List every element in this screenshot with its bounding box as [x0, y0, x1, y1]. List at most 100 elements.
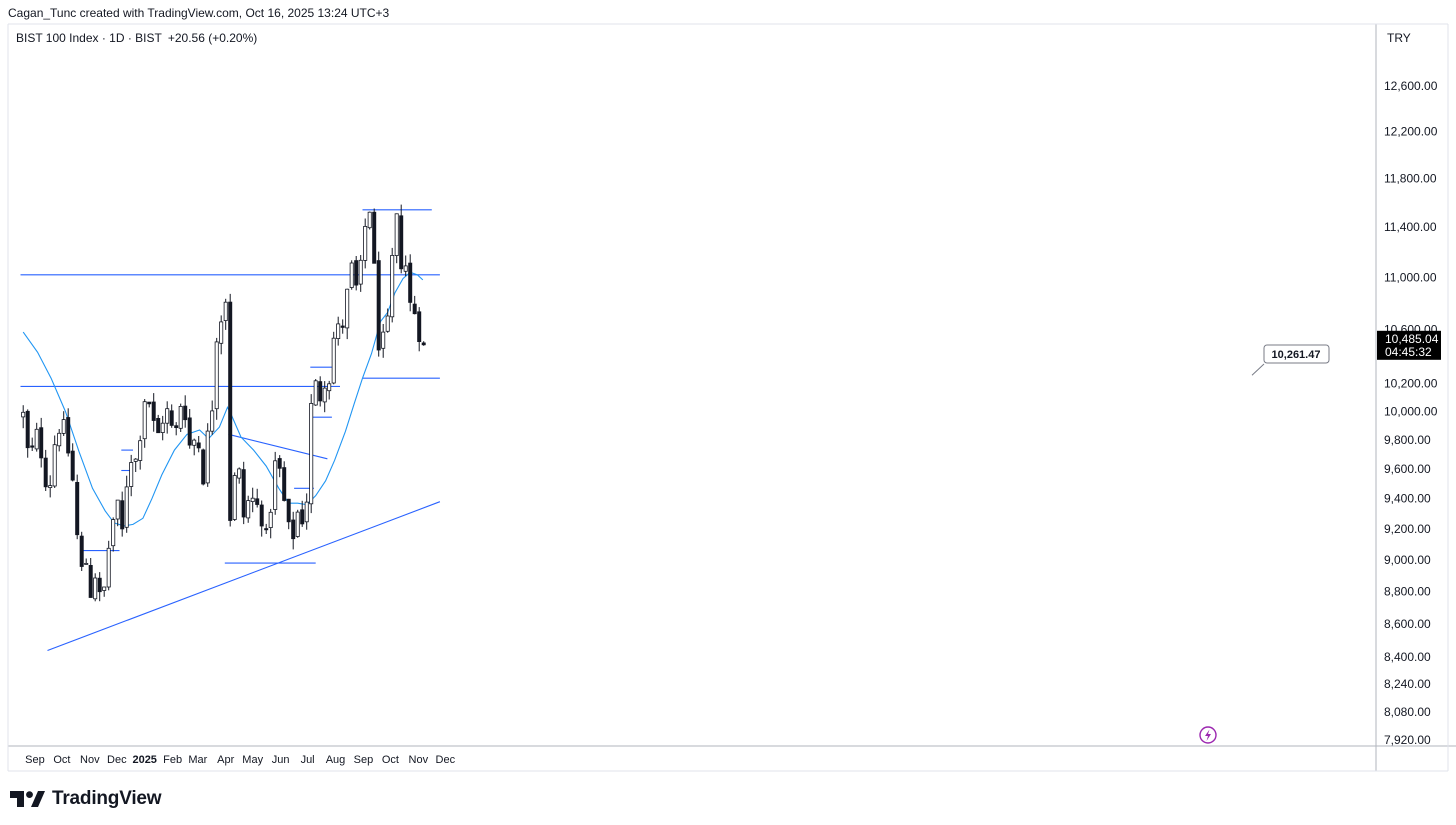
candle-body — [138, 440, 143, 461]
y-tick-label: 8,800.00 — [1384, 585, 1431, 599]
candle — [286, 498, 291, 530]
candle — [246, 495, 251, 523]
lightning-icon[interactable] — [1199, 726, 1217, 744]
candle — [219, 315, 224, 355]
candle-body — [237, 468, 242, 479]
y-tick-label: 8,600.00 — [1384, 617, 1431, 631]
candle — [88, 558, 93, 598]
candle-body — [273, 460, 278, 510]
candle — [174, 422, 179, 436]
candle — [277, 455, 282, 478]
candle-body — [133, 458, 138, 462]
candle — [408, 254, 413, 312]
candle — [30, 437, 35, 451]
y-tick-label: 8,400.00 — [1384, 650, 1431, 664]
y-tick-label: 10,000.00 — [1384, 405, 1438, 419]
candle — [57, 429, 62, 452]
countdown-timer: 04:45:32 — [1385, 345, 1432, 359]
candle-body — [313, 380, 318, 406]
candle-body — [336, 323, 341, 339]
drawing-layer — [20, 209, 441, 652]
candle — [250, 487, 255, 513]
candle — [390, 247, 395, 323]
candle — [403, 255, 408, 277]
candle — [417, 307, 422, 352]
y-tick-label: 11,800.00 — [1384, 171, 1437, 185]
candle-body — [48, 485, 53, 489]
tradingview-mark-icon — [10, 791, 45, 807]
candle — [228, 293, 233, 527]
candle-body — [115, 499, 120, 520]
candle — [237, 467, 242, 484]
candle — [367, 211, 372, 230]
candle-body — [210, 410, 215, 432]
price-axis: 12,600.00 12,200.00 11,800.00 11,400.00 11,0… — [1384, 79, 1438, 747]
candle — [142, 399, 147, 448]
candle-body — [264, 528, 269, 531]
candle — [43, 449, 48, 491]
candle-body — [376, 260, 381, 351]
candle — [354, 256, 359, 291]
candle — [93, 573, 98, 602]
candle — [183, 395, 188, 428]
candle-body — [372, 211, 377, 264]
candle-body — [412, 303, 417, 315]
x-tick-label: Mar — [188, 754, 207, 766]
candle-body — [79, 535, 84, 567]
y-tick-label: 12,600.00 — [1384, 79, 1438, 93]
candle-body — [147, 401, 152, 405]
y-tick-label: 9,400.00 — [1384, 492, 1431, 506]
candle — [259, 500, 264, 537]
candle-body — [246, 500, 251, 519]
candle-body — [75, 481, 80, 536]
candle — [241, 461, 246, 525]
candle-body — [106, 547, 111, 588]
candle — [52, 435, 57, 488]
y-tick-label: 9,600.00 — [1384, 462, 1431, 476]
candle-body — [309, 402, 314, 505]
tradingview-logo[interactable]: TradingView — [10, 787, 162, 811]
candle-body — [421, 342, 426, 346]
candle-body — [228, 301, 233, 521]
currency-label[interactable]: TRY — [1387, 31, 1411, 45]
candle — [165, 401, 170, 434]
candle-body — [318, 381, 323, 402]
rising-trendline[interactable] — [47, 501, 441, 652]
candle — [273, 451, 278, 515]
candle-body — [282, 467, 287, 501]
candle-body — [241, 469, 246, 518]
chart-credit: Cagan_Tunc created with TradingView.com,… — [8, 6, 390, 20]
candle-body — [57, 432, 62, 447]
candle-body — [43, 457, 48, 488]
moving-average-line — [22, 271, 424, 527]
candle — [376, 251, 381, 357]
candle-body — [345, 288, 350, 329]
x-tick-label: Dec — [436, 754, 456, 766]
candle — [345, 288, 350, 340]
x-tick-label: Aug — [326, 754, 346, 766]
candle — [394, 213, 399, 264]
symbol-legend[interactable]: BIST 100 Index · 1D · BIST +20.56 (+0.20%… — [16, 31, 257, 45]
candle-body — [399, 215, 404, 270]
candle — [66, 408, 71, 457]
y-tick-label: 8,240.00 — [1384, 677, 1431, 691]
x-tick-label: Feb — [163, 754, 182, 766]
candle-body — [165, 408, 170, 424]
candle — [264, 523, 269, 534]
y-tick-label: 11,400.00 — [1384, 220, 1437, 234]
price-callout[interactable]: 10,261.47 — [1251, 344, 1330, 376]
candle — [133, 458, 138, 472]
candle — [192, 438, 197, 456]
candle-body — [349, 262, 354, 288]
candle-body — [124, 486, 129, 528]
candle-body — [403, 265, 408, 272]
candles — [21, 204, 426, 602]
candle-body — [259, 504, 264, 527]
candle-body — [268, 511, 273, 528]
x-tick-label: Nov — [80, 754, 100, 766]
candle — [327, 380, 332, 400]
candle-body — [102, 586, 107, 591]
candle — [75, 474, 80, 540]
candle — [120, 491, 125, 537]
